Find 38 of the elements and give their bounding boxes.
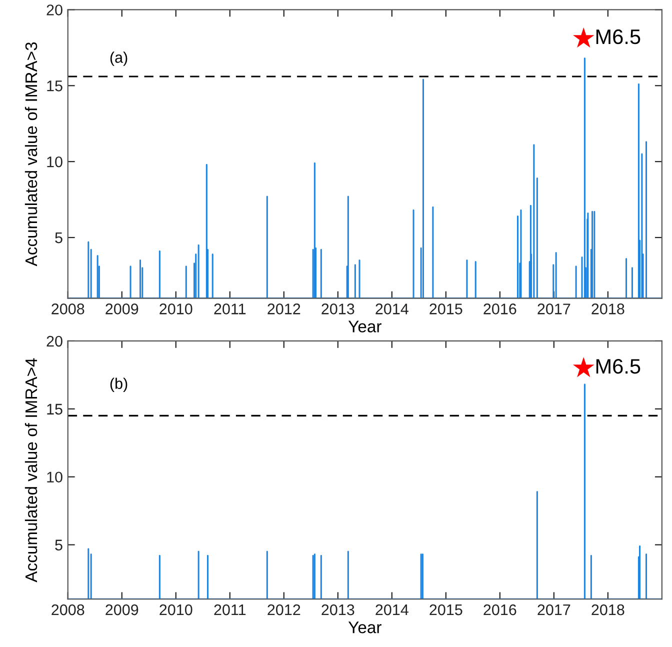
x-tick-label: 2012 (268, 304, 300, 314)
x-tick-label: 2009 (106, 304, 138, 314)
x-tick-label: 2014 (376, 604, 408, 616)
y-axis-title: Accumulated value of IMRA>4 (24, 358, 38, 582)
x-tick-label: 2013 (322, 604, 354, 616)
x-tick-label: 2008 (52, 304, 84, 314)
x-tick-label: 2012 (268, 604, 300, 616)
y-axis-title: Accumulated value of IMRA>3 (24, 42, 38, 266)
y-tick-label: 20 (46, 336, 62, 347)
x-tick-label: 2010 (160, 304, 192, 314)
y-tick-label: 15 (47, 404, 62, 415)
y-tick-label: 5 (55, 540, 62, 550)
y-tick-label: 15 (47, 80, 62, 92)
x-axis-title: Year (348, 622, 382, 634)
annotation: (a) (110, 52, 128, 66)
x-tick-label: 2018 (592, 604, 624, 616)
x-tick-label: 2008 (52, 604, 84, 616)
x-tick-label: 2017 (538, 604, 570, 616)
x-tick-label: 2018 (592, 304, 624, 314)
x-axis-title: Year (348, 320, 382, 332)
x-tick-label: 2015 (430, 604, 462, 616)
annotation: M6.5 (596, 29, 640, 44)
x-tick-label: 2017 (538, 304, 570, 314)
y-tick-label: 20 (46, 4, 62, 16)
x-tick-label: 2010 (160, 604, 192, 616)
x-tick-label: 2009 (106, 604, 138, 616)
x-tick-label: 2011 (214, 604, 246, 616)
x-tick-label: 2013 (322, 304, 354, 314)
y-tick-label: 10 (47, 156, 62, 168)
x-tick-label: 2016 (484, 304, 516, 314)
x-tick-label: 2015 (430, 304, 462, 314)
y-tick-label: 10 (47, 472, 62, 483)
x-tick-label: 2011 (214, 304, 246, 314)
annotation: M6.5 (596, 358, 640, 374)
x-tick-label: 2014 (376, 304, 408, 314)
annotation: (b) (110, 378, 128, 392)
x-tick-label: 2016 (484, 604, 516, 616)
y-tick-label: 5 (55, 232, 62, 244)
